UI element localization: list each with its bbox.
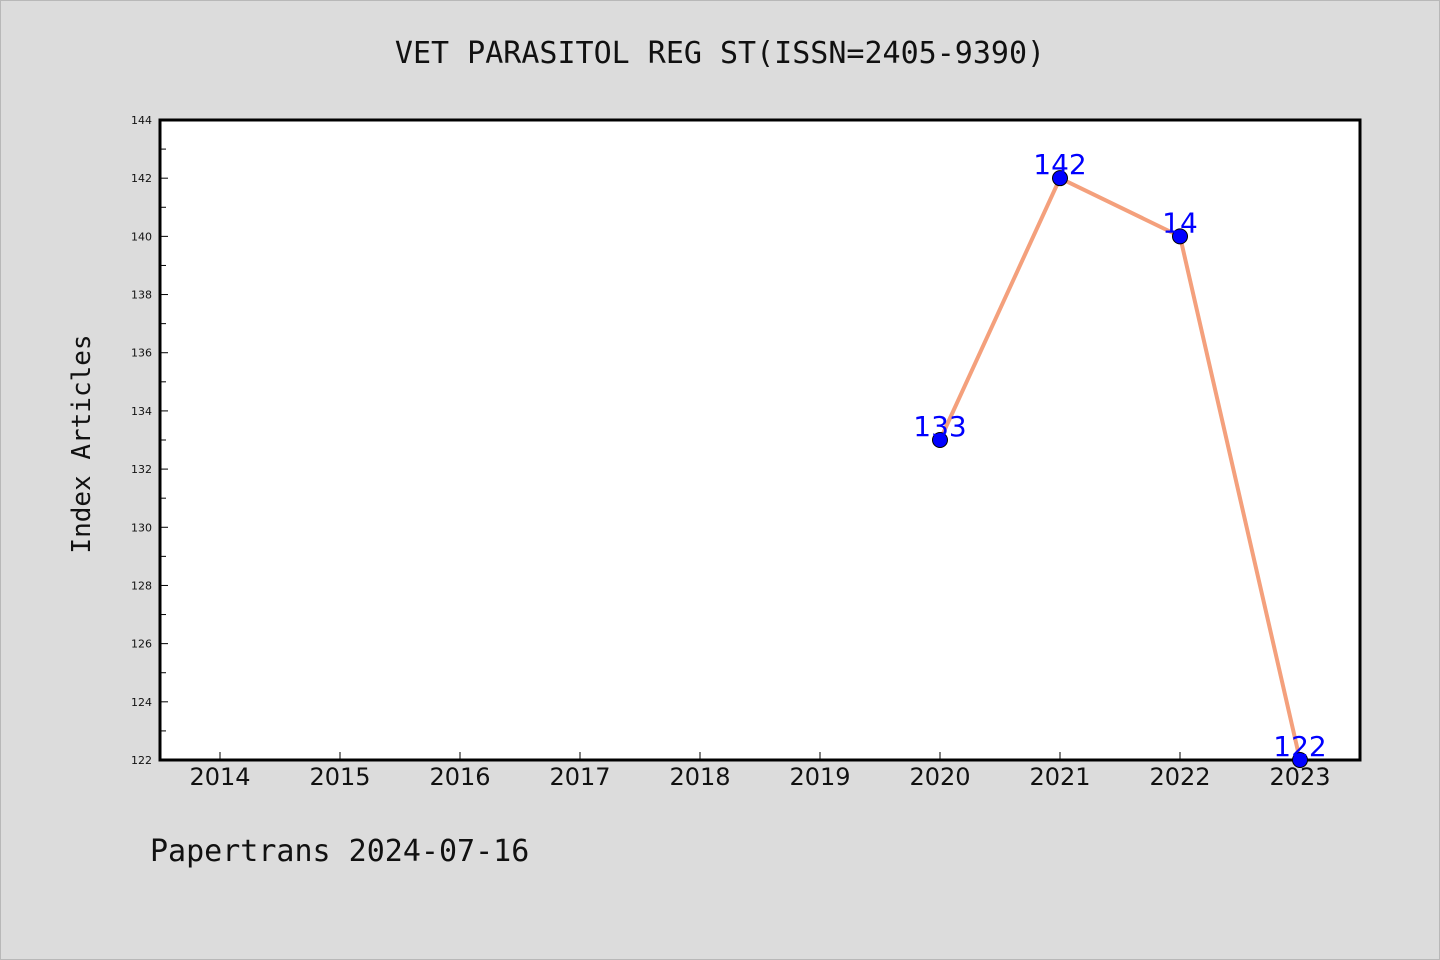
y-tick-label: 130 <box>131 521 152 534</box>
x-tick-label: 2019 <box>789 763 850 791</box>
y-tick-label: 134 <box>131 405 152 418</box>
y-tick-label: 124 <box>131 696 152 709</box>
data-label: 14 <box>1162 206 1198 239</box>
footer-credit: Papertrans 2024-07-16 <box>150 834 530 869</box>
y-tick-label: 138 <box>131 289 152 302</box>
data-label: 122 <box>1273 730 1326 763</box>
x-tick-label: 2022 <box>1149 763 1210 791</box>
x-tick-label: 2018 <box>669 763 730 791</box>
y-tick-label: 132 <box>131 463 152 476</box>
data-label: 142 <box>1033 148 1086 181</box>
x-tick-label: 2014 <box>189 763 250 791</box>
y-axis-label: Index Articles <box>67 334 97 553</box>
x-tick-label: 2017 <box>549 763 610 791</box>
data-point <box>1292 752 1308 768</box>
x-tick-label: 2021 <box>1029 763 1090 791</box>
y-tick-label: 128 <box>131 579 152 592</box>
x-axis: 2014 2015 2016 2017 2018 2019 2020 2021 2022 2023 <box>189 752 1331 791</box>
y-tick-label: 140 <box>131 230 152 243</box>
y-tick-label: 122 <box>131 754 152 767</box>
y-tick-label: 144 <box>131 114 152 127</box>
data-point <box>932 432 948 448</box>
y-axis: 122 124 126 128 130 132 134 136 138 140 142 144 <box>131 114 168 767</box>
x-tick-label: 2016 <box>429 763 490 791</box>
data-point <box>1052 170 1068 187</box>
series-layer: 133 142 14 122 <box>913 148 1327 768</box>
y-tick-label: 136 <box>131 347 152 360</box>
x-tick-label: 2020 <box>909 763 970 791</box>
data-point <box>1172 228 1188 245</box>
chart-title: VET PARASITOL REG ST(ISSN=2405-9390) <box>394 36 1046 71</box>
data-label: 133 <box>913 410 966 443</box>
y-tick-label: 142 <box>131 172 152 185</box>
x-tick-label: 2015 <box>309 763 370 791</box>
y-tick-label: 126 <box>131 638 152 651</box>
series-line <box>938 176 1302 761</box>
